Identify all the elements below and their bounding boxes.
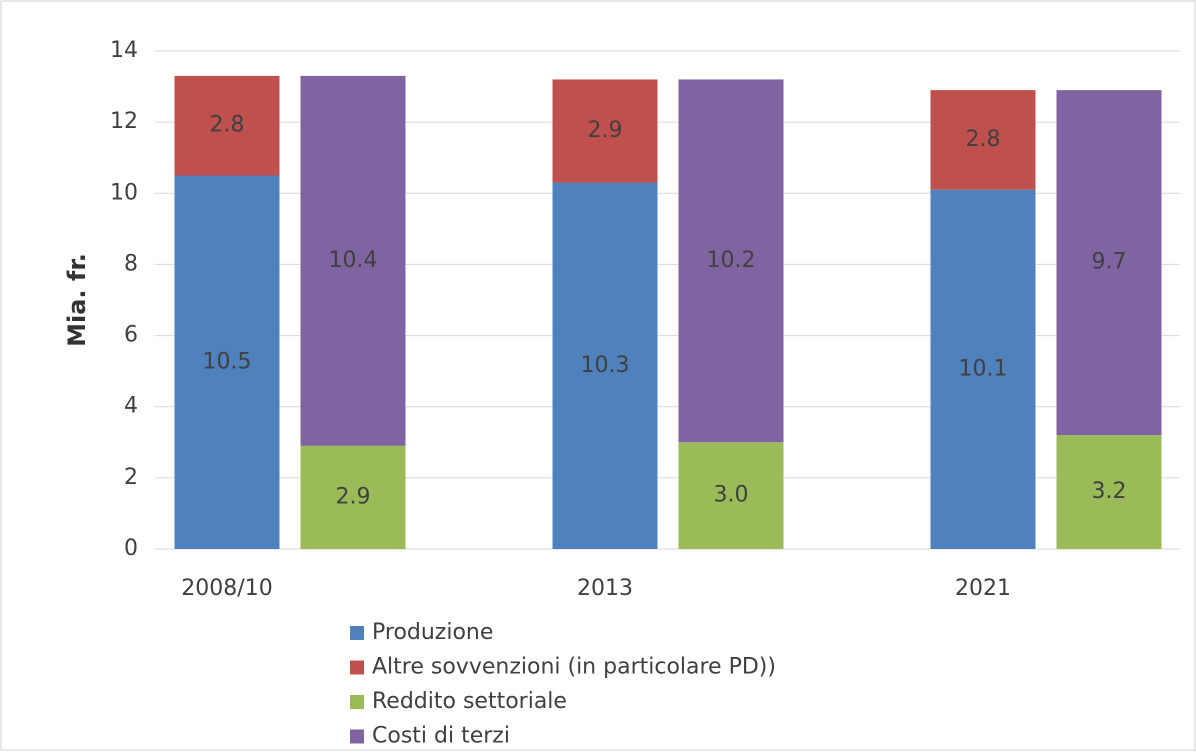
legend-label: Reddito settoriale	[372, 689, 567, 714]
x-tick-label: 2021	[955, 576, 1011, 601]
y-tick-label: 10	[110, 180, 138, 205]
bar-segment	[552, 79, 658, 183]
legend-label: Produzione	[372, 620, 493, 645]
bar-segment	[930, 189, 1036, 549]
data-label: 10.3	[581, 353, 630, 378]
y-tick-label: 0	[124, 536, 138, 561]
legend-swatch	[350, 695, 364, 709]
legend-label: Costi di terzi	[372, 724, 510, 749]
y-tick-label: 8	[124, 251, 138, 276]
legend-swatch	[350, 660, 364, 675]
data-label: 2.8	[966, 127, 1001, 152]
data-label: 10.2	[707, 248, 756, 273]
data-label: 9.7	[1092, 250, 1127, 275]
legend-swatch	[350, 729, 364, 744]
data-label: 3.0	[714, 483, 749, 508]
data-label: 3.2	[1092, 479, 1127, 504]
y-tick-label: 4	[124, 394, 138, 419]
data-label: 10.5	[203, 349, 252, 374]
x-tick-label: 2013	[577, 576, 633, 601]
data-label: 10.1	[959, 356, 1008, 381]
y-tick-label: 12	[110, 109, 138, 134]
legend-label: Altre sovvenzioni (in particolare PD))	[372, 655, 776, 680]
bar-segment	[930, 90, 1036, 190]
bar-segment	[1056, 90, 1162, 436]
data-label: 2.8	[210, 113, 245, 138]
bar-segment	[552, 182, 658, 549]
y-tick-label: 2	[124, 465, 138, 490]
bar-segment	[174, 75, 280, 176]
bar-segment	[300, 445, 406, 549]
bar-segment	[678, 442, 784, 549]
data-label: 10.4	[329, 248, 378, 273]
bar-segment	[174, 175, 280, 549]
bar-segment	[1056, 435, 1162, 549]
data-label: 2.9	[588, 118, 623, 143]
legend-swatch	[350, 626, 364, 640]
y-axis-label: Mia. fr.	[63, 253, 91, 347]
bar-segment	[678, 79, 784, 443]
data-label: 2.9	[336, 484, 371, 509]
y-tick-label: 14	[110, 38, 138, 63]
y-tick-label: 6	[124, 323, 138, 348]
bar-segment	[300, 75, 406, 446]
x-tick-label: 2008/10	[181, 576, 272, 601]
